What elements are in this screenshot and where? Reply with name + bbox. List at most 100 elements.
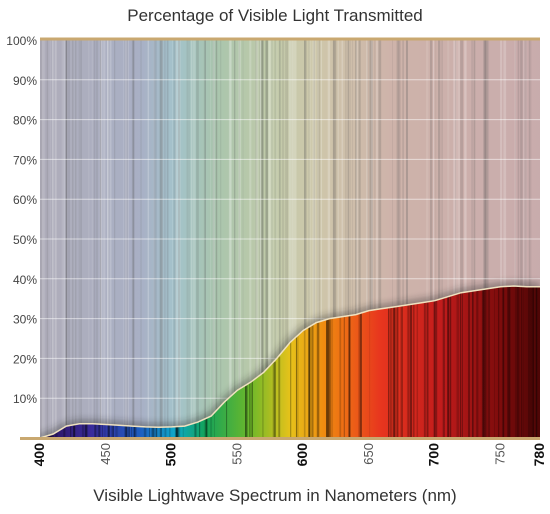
x-tick-label: 700 <box>426 443 442 467</box>
area-stripe <box>182 426 184 438</box>
area-stripe <box>316 322 320 438</box>
x-tick-label: 650 <box>361 443 376 465</box>
area-stripe <box>494 287 495 438</box>
area-stripe <box>128 425 130 438</box>
area-stripe <box>502 286 504 438</box>
area-stripes <box>41 286 538 438</box>
area-stripe <box>389 307 392 438</box>
area-stripe <box>303 330 306 438</box>
y-tick-label: 100% <box>6 34 37 48</box>
area-stripe <box>400 305 403 438</box>
y-tick-label: 40% <box>13 273 37 287</box>
area-stripe <box>99 424 101 438</box>
area-stripe <box>73 424 75 438</box>
area-stripe <box>272 362 274 438</box>
area-stripe <box>426 301 429 438</box>
area-stripe <box>249 383 250 438</box>
area-stripe <box>396 306 399 438</box>
area-stripe <box>309 327 311 438</box>
area-stripe <box>507 286 510 438</box>
area-stripe <box>73 424 75 438</box>
area-stripe <box>112 424 114 438</box>
area-stripe <box>169 426 171 438</box>
y-tick-label: 20% <box>13 352 37 366</box>
area-stripe <box>111 424 112 438</box>
area-stripe <box>70 425 72 438</box>
area-stripe <box>252 380 253 438</box>
area-stripe <box>94 423 97 438</box>
area-stripe <box>107 424 109 438</box>
area-stripe <box>359 313 362 438</box>
area-stripe <box>104 424 106 438</box>
area-stripe <box>311 325 313 438</box>
transmission-curve <box>39 285 540 439</box>
area-stripe <box>483 289 484 438</box>
area-stripe <box>476 290 479 438</box>
area-stripe <box>143 426 147 438</box>
area-stripe <box>348 315 351 438</box>
x-tick-label: 750 <box>493 443 508 465</box>
area-stripe <box>262 373 264 438</box>
area-stripe <box>481 289 484 438</box>
area-stripe <box>348 315 351 438</box>
x-tick-label: 780 <box>531 443 547 467</box>
area-stripe <box>535 286 538 438</box>
area-stripe <box>296 336 298 438</box>
area-stripe <box>55 432 58 438</box>
x-tick-label: 400 <box>31 443 47 467</box>
area-stripe <box>423 302 426 438</box>
area-stripe <box>49 435 53 438</box>
area-stripe <box>176 426 178 438</box>
area-stripe <box>521 286 522 438</box>
chart-title: Percentage of Visible Light Transmitted <box>127 6 423 25</box>
area-stripe <box>339 317 340 438</box>
area-stripe <box>204 419 207 438</box>
area-stripe <box>487 288 491 438</box>
area-stripe <box>124 425 127 438</box>
area-stripe <box>194 423 197 438</box>
area-stripe <box>251 381 253 438</box>
area-stripe <box>273 361 276 438</box>
area-stripe <box>116 425 119 438</box>
area-stripe <box>134 426 137 438</box>
area-stripe <box>179 426 181 438</box>
area-stripe <box>397 306 399 438</box>
area-stripe <box>74 424 76 438</box>
area-stripe <box>245 385 248 438</box>
area-stripe <box>63 427 66 438</box>
area-stripe <box>484 289 487 438</box>
y-tick-label: 10% <box>13 392 37 406</box>
y-axis-ticks: 10% 20% 30% 40% 50% 60% 70% 80% 90% 100% <box>6 34 37 406</box>
area-stripe <box>407 304 409 438</box>
area-stripe <box>133 426 136 438</box>
area-stripe <box>328 318 331 438</box>
area-stripe <box>131 426 133 438</box>
x-axis-label: Visible Lightwave Spectrum in Nanometers… <box>93 486 457 505</box>
area-stripe <box>472 291 474 438</box>
area-stripe <box>503 286 505 438</box>
area-stripe <box>176 426 179 438</box>
area-stripe <box>330 318 334 438</box>
area-stripe <box>155 427 158 438</box>
area-stripe <box>459 293 462 438</box>
area-stripe <box>108 424 110 438</box>
area-stripe <box>417 303 419 438</box>
area-stripe <box>447 297 450 438</box>
area-stripe <box>174 426 178 438</box>
area-stripe <box>483 289 485 438</box>
area-stripe <box>249 383 252 438</box>
area-stripe <box>160 427 162 438</box>
area-stripe <box>326 319 329 438</box>
area-stripe <box>47 435 50 438</box>
area-stripe <box>153 427 155 438</box>
x-tick-label: 500 <box>163 443 179 467</box>
area-stripe <box>358 313 361 438</box>
area-stripe <box>97 424 99 438</box>
area-stripe <box>515 286 518 438</box>
transmission-area <box>40 286 540 438</box>
area-stripe <box>508 286 511 438</box>
area-stripe <box>98 424 101 438</box>
area-stripe <box>522 286 524 438</box>
area-stripe <box>308 327 309 438</box>
